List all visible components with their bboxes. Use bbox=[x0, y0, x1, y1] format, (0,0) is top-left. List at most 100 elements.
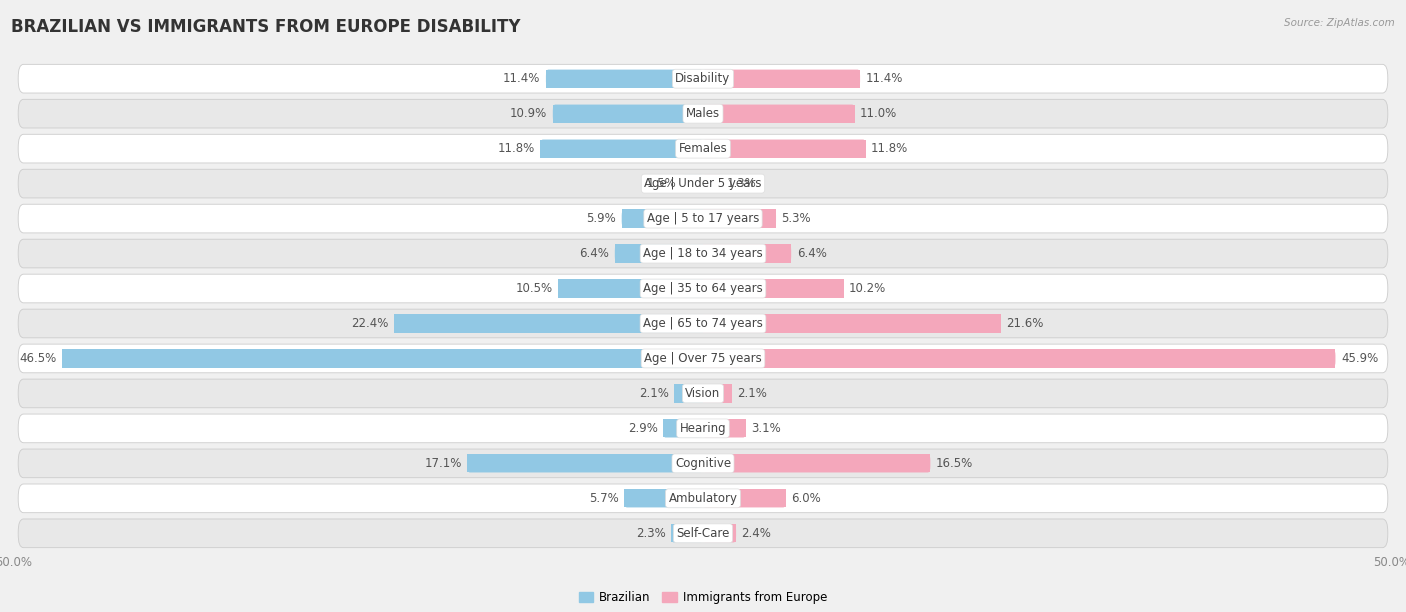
Bar bbox=[703, 524, 737, 542]
Bar bbox=[546, 70, 703, 88]
Text: 1.3%: 1.3% bbox=[727, 177, 756, 190]
Text: Females: Females bbox=[679, 142, 727, 155]
Text: Cognitive: Cognitive bbox=[675, 457, 731, 470]
Bar bbox=[467, 454, 703, 472]
Text: 2.3%: 2.3% bbox=[636, 527, 666, 540]
Bar bbox=[540, 140, 703, 158]
Bar bbox=[703, 280, 844, 297]
Bar bbox=[703, 315, 1001, 332]
FancyBboxPatch shape bbox=[18, 99, 1388, 128]
Bar bbox=[703, 140, 866, 158]
Bar bbox=[621, 209, 703, 228]
Text: 11.0%: 11.0% bbox=[860, 107, 897, 120]
Bar bbox=[664, 419, 703, 438]
FancyBboxPatch shape bbox=[18, 239, 1388, 268]
FancyBboxPatch shape bbox=[18, 134, 1388, 163]
FancyBboxPatch shape bbox=[18, 484, 1388, 513]
FancyBboxPatch shape bbox=[703, 315, 1001, 332]
Bar bbox=[62, 349, 703, 368]
FancyBboxPatch shape bbox=[703, 419, 745, 438]
Bar bbox=[558, 280, 703, 297]
Text: 10.2%: 10.2% bbox=[849, 282, 886, 295]
Text: 1.5%: 1.5% bbox=[647, 177, 676, 190]
FancyBboxPatch shape bbox=[671, 524, 703, 542]
Text: Age | 5 to 17 years: Age | 5 to 17 years bbox=[647, 212, 759, 225]
FancyBboxPatch shape bbox=[703, 384, 733, 403]
Text: 6.4%: 6.4% bbox=[797, 247, 827, 260]
FancyBboxPatch shape bbox=[703, 105, 855, 123]
Text: 2.1%: 2.1% bbox=[638, 387, 669, 400]
Text: 21.6%: 21.6% bbox=[1007, 317, 1043, 330]
Bar bbox=[703, 174, 721, 193]
Bar bbox=[614, 244, 703, 263]
Text: 2.9%: 2.9% bbox=[627, 422, 658, 435]
Legend: Brazilian, Immigrants from Europe: Brazilian, Immigrants from Europe bbox=[575, 586, 831, 608]
Bar bbox=[703, 489, 786, 507]
Bar bbox=[682, 174, 703, 193]
FancyBboxPatch shape bbox=[467, 454, 703, 472]
Bar bbox=[703, 209, 776, 228]
Text: 46.5%: 46.5% bbox=[20, 352, 56, 365]
FancyBboxPatch shape bbox=[18, 379, 1388, 408]
FancyBboxPatch shape bbox=[703, 70, 860, 88]
FancyBboxPatch shape bbox=[703, 280, 844, 297]
FancyBboxPatch shape bbox=[703, 489, 786, 507]
Text: 10.9%: 10.9% bbox=[510, 107, 547, 120]
Text: Males: Males bbox=[686, 107, 720, 120]
FancyBboxPatch shape bbox=[18, 274, 1388, 303]
FancyBboxPatch shape bbox=[18, 64, 1388, 93]
FancyBboxPatch shape bbox=[703, 209, 776, 228]
Bar bbox=[394, 315, 703, 332]
FancyBboxPatch shape bbox=[18, 519, 1388, 548]
Text: Age | 65 to 74 years: Age | 65 to 74 years bbox=[643, 317, 763, 330]
Text: Ambulatory: Ambulatory bbox=[668, 492, 738, 505]
Text: 2.1%: 2.1% bbox=[738, 387, 768, 400]
FancyBboxPatch shape bbox=[703, 349, 1336, 368]
FancyBboxPatch shape bbox=[394, 315, 703, 332]
Text: 11.4%: 11.4% bbox=[503, 72, 540, 85]
Bar bbox=[703, 349, 1336, 368]
Bar bbox=[624, 489, 703, 507]
FancyBboxPatch shape bbox=[18, 170, 1388, 198]
FancyBboxPatch shape bbox=[546, 70, 703, 88]
Text: Vision: Vision bbox=[685, 387, 721, 400]
FancyBboxPatch shape bbox=[18, 309, 1388, 338]
FancyBboxPatch shape bbox=[614, 244, 703, 263]
Text: Age | Over 75 years: Age | Over 75 years bbox=[644, 352, 762, 365]
FancyBboxPatch shape bbox=[673, 384, 703, 403]
Text: Age | 18 to 34 years: Age | 18 to 34 years bbox=[643, 247, 763, 260]
Text: 6.0%: 6.0% bbox=[792, 492, 821, 505]
Text: 2.4%: 2.4% bbox=[741, 527, 772, 540]
FancyBboxPatch shape bbox=[62, 349, 703, 368]
Bar bbox=[671, 524, 703, 542]
Text: Self-Care: Self-Care bbox=[676, 527, 730, 540]
FancyBboxPatch shape bbox=[558, 280, 703, 297]
Text: Disability: Disability bbox=[675, 72, 731, 85]
Text: 10.5%: 10.5% bbox=[516, 282, 553, 295]
Text: 5.7%: 5.7% bbox=[589, 492, 619, 505]
FancyBboxPatch shape bbox=[682, 174, 703, 193]
Text: Source: ZipAtlas.com: Source: ZipAtlas.com bbox=[1284, 18, 1395, 28]
FancyBboxPatch shape bbox=[703, 174, 721, 193]
Bar bbox=[703, 419, 745, 438]
FancyBboxPatch shape bbox=[18, 204, 1388, 233]
Text: 3.1%: 3.1% bbox=[751, 422, 780, 435]
FancyBboxPatch shape bbox=[553, 105, 703, 123]
Bar bbox=[703, 70, 860, 88]
Bar bbox=[703, 454, 931, 472]
Text: 6.4%: 6.4% bbox=[579, 247, 609, 260]
Text: 17.1%: 17.1% bbox=[425, 457, 461, 470]
Text: BRAZILIAN VS IMMIGRANTS FROM EUROPE DISABILITY: BRAZILIAN VS IMMIGRANTS FROM EUROPE DISA… bbox=[11, 18, 520, 36]
Text: 11.8%: 11.8% bbox=[498, 142, 534, 155]
FancyBboxPatch shape bbox=[621, 209, 703, 228]
Text: Hearing: Hearing bbox=[679, 422, 727, 435]
FancyBboxPatch shape bbox=[703, 244, 792, 263]
Bar bbox=[703, 244, 792, 263]
FancyBboxPatch shape bbox=[703, 454, 931, 472]
FancyBboxPatch shape bbox=[18, 414, 1388, 442]
Bar bbox=[673, 384, 703, 403]
Text: 45.9%: 45.9% bbox=[1341, 352, 1378, 365]
FancyBboxPatch shape bbox=[624, 489, 703, 507]
FancyBboxPatch shape bbox=[540, 140, 703, 158]
FancyBboxPatch shape bbox=[664, 419, 703, 438]
